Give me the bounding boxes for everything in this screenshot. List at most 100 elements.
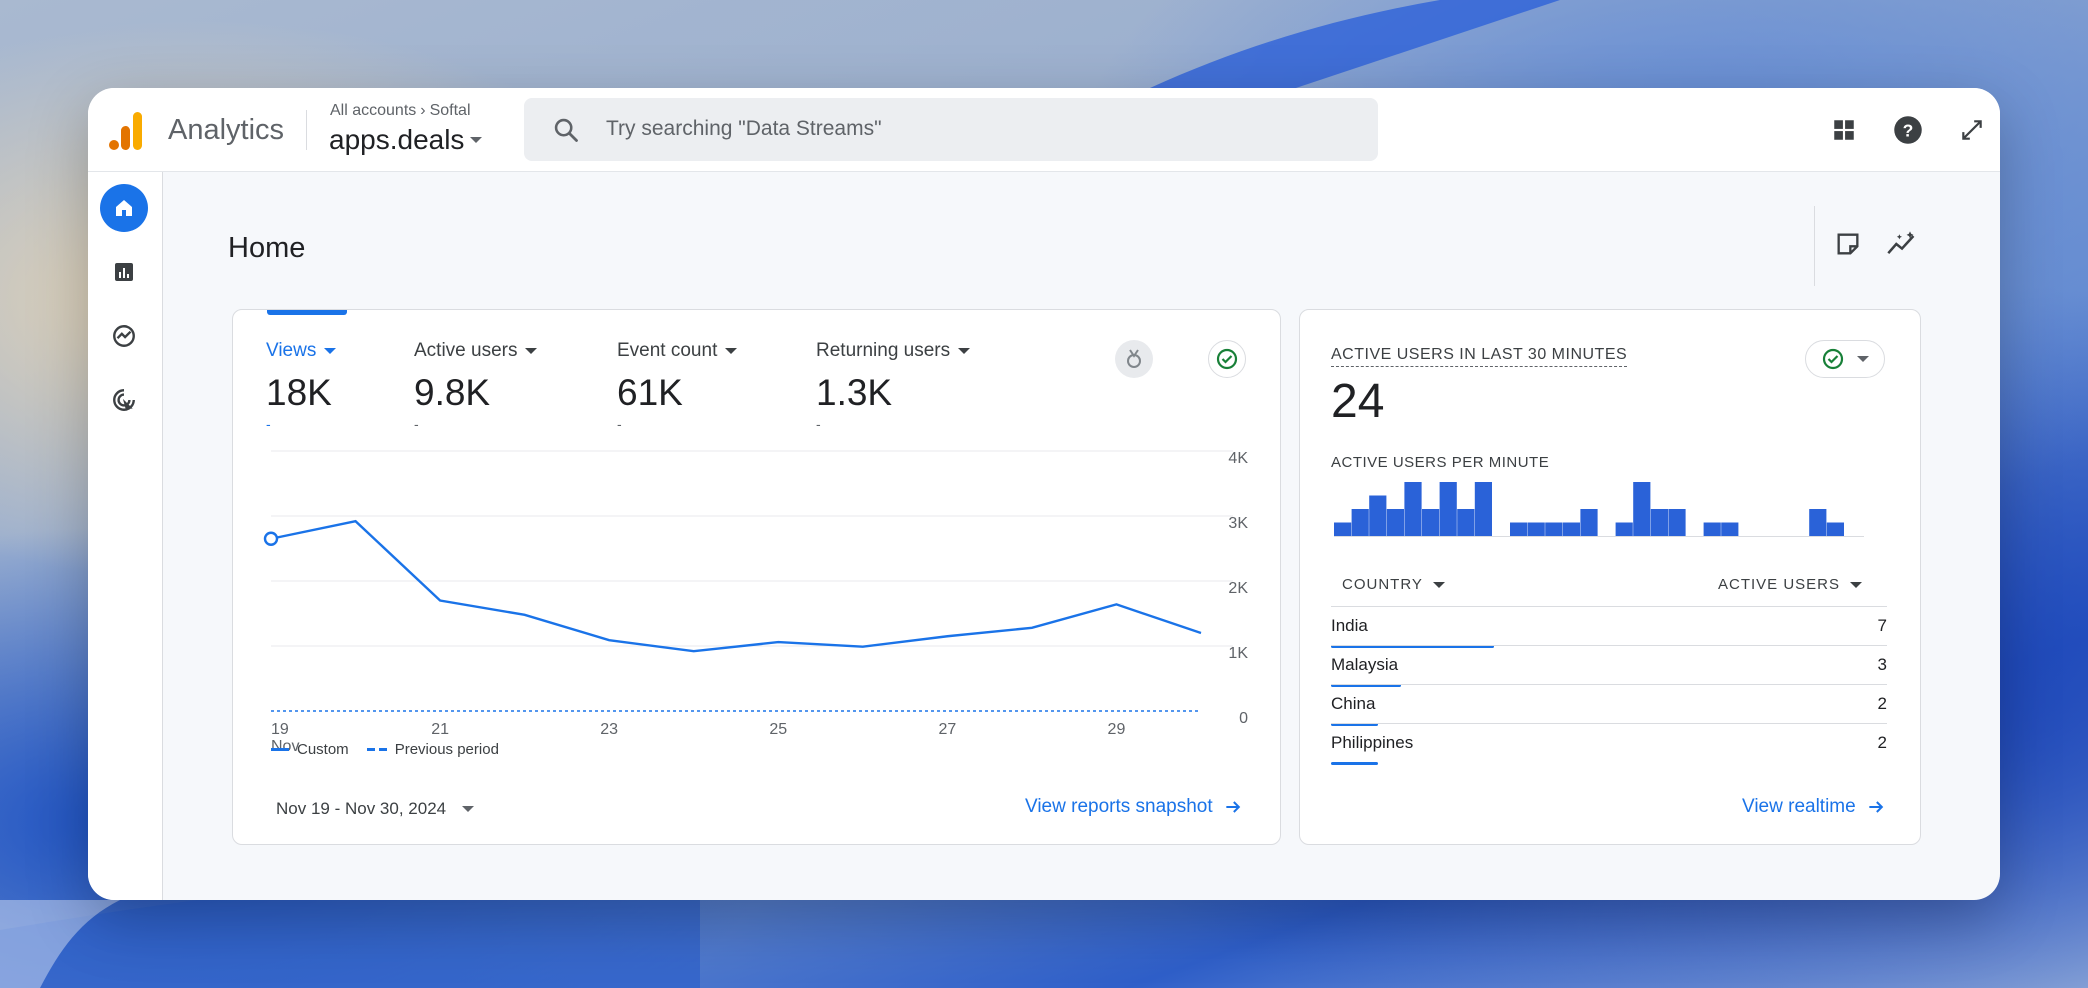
country-name: Malaysia — [1331, 655, 1399, 674]
metric-tab-active-users[interactable]: Active users 9.8K - — [414, 340, 538, 432]
tools-divider — [1814, 206, 1815, 286]
minute-bar — [1439, 482, 1457, 536]
data-point-marker — [263, 531, 279, 546]
minute-bar — [1422, 509, 1440, 536]
custom-series-line — [270, 519, 1202, 653]
caret-down-icon — [958, 348, 971, 354]
x-tick-label: 27 — [938, 721, 956, 738]
insights-icon[interactable] — [1884, 226, 1920, 262]
arrow-right-icon — [1869, 801, 1883, 813]
breadcrumb-account[interactable]: Softal — [429, 102, 471, 119]
country-name: India — [1331, 616, 1368, 635]
metric-change: - — [414, 416, 419, 432]
view-reports-snapshot-link[interactable]: View reports snapshot — [1025, 796, 1243, 818]
metric-tab-returning-users[interactable]: Returning users 1.3K - — [816, 340, 971, 432]
help-icon[interactable]: ? — [1890, 112, 1926, 148]
analytics-logo-icon[interactable] — [108, 110, 144, 150]
breadcrumb[interactable]: All accounts › Softal — [330, 102, 471, 120]
table-row[interactable]: Malaysia 3 — [1331, 645, 1887, 687]
caret-down-icon — [525, 348, 538, 354]
metric-value: 1.3K — [816, 372, 893, 413]
property-selector[interactable]: apps.deals — [329, 124, 483, 156]
country-column-header[interactable]: COUNTRY — [1342, 576, 1445, 593]
breadcrumb-accounts[interactable]: All accounts — [330, 102, 417, 119]
minute-bar — [1703, 522, 1721, 536]
metric-value: 9.8K — [414, 372, 491, 413]
search-bar[interactable] — [524, 98, 1378, 161]
y-tick-label: 3K — [1228, 515, 1248, 532]
metric-change: - — [816, 416, 821, 432]
realtime-title[interactable]: ACTIVE USERS IN LAST 30 MINUTES — [1331, 346, 1628, 367]
caret-down-icon — [324, 348, 337, 354]
nav-reports[interactable] — [100, 248, 148, 296]
minute-bar — [1545, 522, 1563, 536]
check-circle-icon — [1216, 348, 1238, 370]
search-input[interactable] — [606, 106, 1346, 152]
nav-advertising[interactable] — [100, 376, 148, 424]
minute-bar — [1580, 509, 1598, 536]
date-range-picker[interactable]: Nov 19 - Nov 30, 2024 — [276, 799, 475, 819]
y-tick-label: 4K — [1228, 450, 1248, 467]
view-realtime-link[interactable]: View realtime — [1742, 796, 1886, 818]
minute-bar — [1809, 509, 1827, 536]
medal-icon — [1127, 349, 1141, 368]
arrow-right-icon — [1225, 801, 1240, 813]
minute-bar — [1721, 522, 1739, 536]
table-row[interactable]: India 7 — [1331, 606, 1887, 648]
table-row[interactable]: China 2 — [1331, 684, 1887, 726]
metric-change: - — [617, 416, 622, 432]
link-label: View realtime — [1742, 796, 1856, 817]
left-nav — [88, 172, 163, 900]
legend-custom: Custom — [271, 741, 349, 758]
column-label: COUNTRY — [1342, 576, 1423, 593]
caret-down-icon — [462, 806, 475, 812]
nav-explore[interactable] — [100, 312, 148, 360]
column-label: ACTIVE USERS — [1718, 576, 1841, 593]
table-row[interactable]: Philippines 2 — [1331, 723, 1887, 765]
metric-value: 61K — [617, 372, 683, 413]
header-divider — [306, 110, 307, 150]
page-title: Home — [228, 232, 306, 264]
minute-bar — [1457, 509, 1475, 536]
active-users-value: 7 — [1877, 616, 1887, 635]
x-tick-label: 21 — [431, 721, 449, 738]
caret-down-icon — [1857, 356, 1869, 362]
top-bar: Analytics All accounts › Softal apps.dea… — [88, 88, 2000, 172]
minute-bar — [1510, 522, 1528, 536]
notes-icon[interactable] — [1830, 226, 1866, 262]
data-quality-button[interactable] — [1208, 340, 1246, 378]
explore-icon — [113, 325, 135, 347]
benchmark-button[interactable] — [1115, 340, 1153, 378]
realtime-quality-dropdown[interactable] — [1805, 340, 1885, 378]
chart-legend: Custom Previous period — [271, 741, 499, 758]
country-name: Philippines — [1331, 733, 1414, 752]
link-label: View reports snapshot — [1025, 796, 1213, 817]
svg-text:?: ? — [1903, 120, 1914, 140]
expand-icon[interactable] — [1954, 112, 1990, 148]
legend-label: Previous period — [394, 741, 499, 758]
share-bar — [1331, 684, 1402, 687]
nav-home[interactable] — [100, 184, 148, 232]
metric-tab-event-count[interactable]: Event count 61K - — [617, 340, 738, 432]
legend-label: Custom — [297, 741, 349, 758]
country-name: China — [1331, 694, 1376, 713]
legend-previous: Previous period — [366, 741, 499, 758]
check-circle-icon — [1822, 348, 1844, 370]
date-range-text: Nov 19 - Nov 30, 2024 — [276, 799, 447, 818]
apps-grid-icon[interactable] — [1826, 112, 1862, 148]
legend-dash-swatch — [366, 748, 387, 751]
active-users-value: 2 — [1877, 694, 1887, 713]
minute-bar — [1668, 509, 1686, 536]
minute-bar — [1334, 522, 1352, 536]
metric-label: Event count — [617, 340, 718, 361]
minute-bar — [1474, 482, 1492, 536]
x-tick-label: 29 — [1108, 721, 1126, 738]
metric-label: Active users — [414, 340, 518, 361]
x-tick-label: 25 — [769, 721, 787, 738]
minute-bar — [1404, 482, 1422, 536]
metric-tab-views[interactable]: Views 18K - — [266, 340, 337, 432]
active-users-column-header[interactable]: ACTIVE USERS — [1718, 576, 1863, 593]
minute-bar — [1633, 482, 1651, 536]
overview-card: Views 18K - Active users 9.8K - Event co… — [232, 309, 1281, 845]
minute-bar — [1615, 522, 1633, 536]
